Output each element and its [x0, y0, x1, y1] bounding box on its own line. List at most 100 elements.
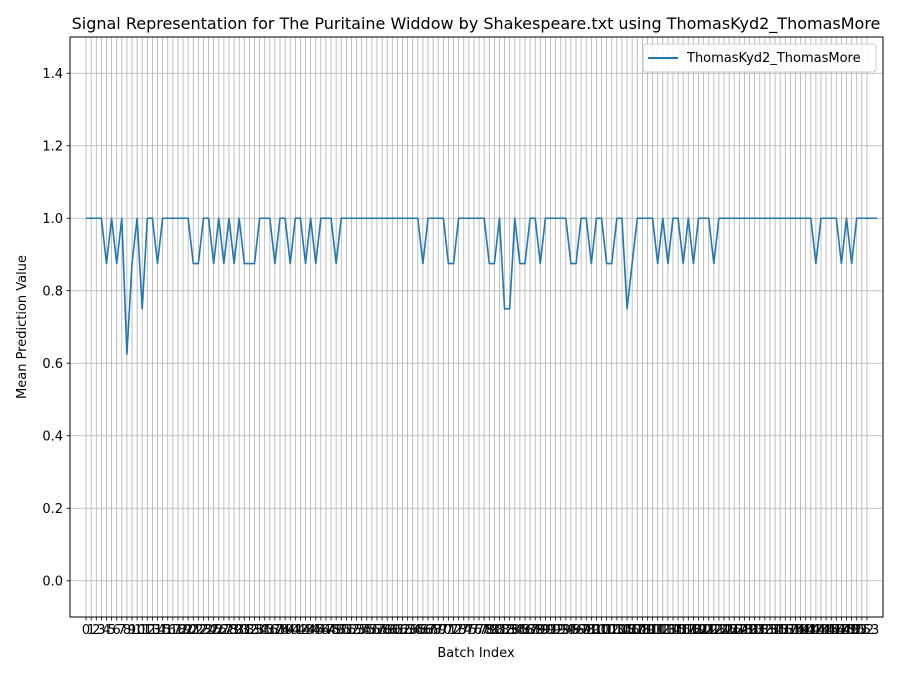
- y-tick-label: 1.4: [42, 67, 63, 82]
- plot-frame: [69, 36, 884, 618]
- x-tick-label: 133: [752, 623, 777, 638]
- x-tick-label: 20: [180, 623, 197, 638]
- x-tick-label: 93: [552, 623, 569, 638]
- y-axis-label: Mean Prediction Value: [15, 255, 30, 399]
- x-tick-label: 30: [231, 623, 248, 638]
- x-tick-label: 52: [343, 623, 360, 638]
- x-tick-label: 107: [620, 623, 645, 638]
- x-tick-label: 33: [246, 623, 263, 638]
- x-tick-label: 100: [584, 623, 609, 638]
- x-axis-ticks: 0123456789101112131415161718192021222324…: [82, 617, 879, 638]
- y-tick-label: 0.6: [42, 357, 63, 372]
- x-tick-label: 36: [262, 623, 279, 638]
- x-tick-label: 142: [798, 623, 823, 638]
- x-tick-label: 71: [440, 623, 457, 638]
- plot-area: [86, 217, 878, 355]
- x-tick-label: 125: [712, 623, 737, 638]
- x-tick-label: 27: [216, 623, 233, 638]
- x-tick-label: 5: [107, 623, 115, 638]
- x-tick-label: 105: [610, 623, 635, 638]
- x-tick-label: 64: [404, 623, 421, 638]
- x-tick-label: 8: [123, 623, 131, 638]
- x-tick-label: 114: [655, 623, 680, 638]
- legend-label: ThomasKyd2_ThomasMore: [686, 51, 861, 66]
- legend: ThomasKyd2_ThomasMore: [642, 43, 877, 73]
- x-tick-label: 82: [496, 623, 513, 638]
- x-tick-label: 113: [650, 623, 675, 638]
- x-tick-label: 56: [364, 623, 381, 638]
- x-tick-label: 97: [573, 623, 590, 638]
- x-tick-label: 143: [803, 623, 828, 638]
- x-tick-label: 4: [102, 623, 110, 638]
- x-tick-label: 88: [527, 623, 544, 638]
- x-tick-label: 153: [855, 623, 880, 638]
- x-tick-label: 152: [849, 623, 874, 638]
- y-tick-label: 1.2: [42, 139, 63, 154]
- x-tick-label: 127: [722, 623, 747, 638]
- x-tick-label: 109: [630, 623, 655, 638]
- x-tick-label: 87: [522, 623, 539, 638]
- x-tick-label: 126: [717, 623, 742, 638]
- x-tick-label: 34: [251, 623, 268, 638]
- x-tick-label: 102: [594, 623, 619, 638]
- x-tick-label: 141: [793, 623, 818, 638]
- x-tick-label: 31: [236, 623, 253, 638]
- x-tick-label: 90: [537, 623, 554, 638]
- x-tick-label: 2: [92, 623, 100, 638]
- x-tick-label: 28: [221, 623, 238, 638]
- x-tick-label: 116: [666, 623, 691, 638]
- x-tick-label: 139: [783, 623, 808, 638]
- x-tick-label: 110: [635, 623, 660, 638]
- x-tick-label: 136: [768, 623, 793, 638]
- x-tick-label: 78: [476, 623, 493, 638]
- x-tick-label: 44: [302, 623, 319, 638]
- x-tick-label: 0: [82, 623, 90, 638]
- x-tick-label: 145: [814, 623, 839, 638]
- x-tick-label: 55: [358, 623, 375, 638]
- x-tick-label: 51: [338, 623, 355, 638]
- chart-title: Signal Representation for The Puritaine …: [72, 14, 881, 34]
- x-tick-label: 94: [558, 623, 575, 638]
- x-tick-label: 104: [604, 623, 629, 638]
- x-tick-label: 26: [210, 623, 227, 638]
- series-line: [86, 217, 878, 355]
- x-tick-label: 58: [374, 623, 391, 638]
- x-tick-label: 149: [834, 623, 859, 638]
- x-tick-label: 45: [307, 623, 324, 638]
- x-tick-label: 148: [829, 623, 854, 638]
- x-tick-label: 69: [430, 623, 447, 638]
- x-tick-label: 130: [737, 623, 762, 638]
- x-tick-label: 131: [742, 623, 767, 638]
- x-tick-label: 39: [277, 623, 294, 638]
- x-tick-label: 54: [353, 623, 370, 638]
- x-tick-label: 38: [272, 623, 289, 638]
- x-tick-label: 91: [542, 623, 559, 638]
- x-tick-label: 86: [517, 623, 534, 638]
- x-gridlines: [85, 37, 868, 617]
- x-tick-label: 7: [118, 623, 126, 638]
- x-tick-label: 103: [599, 623, 624, 638]
- x-tick-label: 120: [686, 623, 711, 638]
- y-axis-ticks: 0.0 0.2 0.4 0.6 0.8 1.0 1.2 1.4: [42, 67, 70, 589]
- x-tick-label: 1: [87, 623, 95, 638]
- x-tick-label: 80: [486, 623, 503, 638]
- x-tick-label: 146: [819, 623, 844, 638]
- x-tick-label: 61: [389, 623, 406, 638]
- x-tick-label: 128: [727, 623, 752, 638]
- x-tick-label: 77: [471, 623, 488, 638]
- x-tick-label: 47: [318, 623, 335, 638]
- x-tick-label: 60: [384, 623, 401, 638]
- x-tick-label: 63: [399, 623, 416, 638]
- x-tick-label: 119: [681, 623, 706, 638]
- x-tick-label: 79: [481, 623, 498, 638]
- x-tick-label: 99: [583, 623, 600, 638]
- x-tick-label: 65: [410, 623, 427, 638]
- x-tick-label: 37: [267, 623, 284, 638]
- x-tick-label: 3: [97, 623, 105, 638]
- x-tick-label: 138: [778, 623, 803, 638]
- x-tick-label: 96: [568, 623, 585, 638]
- x-tick-label: 57: [369, 623, 386, 638]
- x-tick-label: 11: [134, 623, 151, 638]
- x-tick-label: 144: [809, 623, 834, 638]
- x-tick-label: 59: [379, 623, 396, 638]
